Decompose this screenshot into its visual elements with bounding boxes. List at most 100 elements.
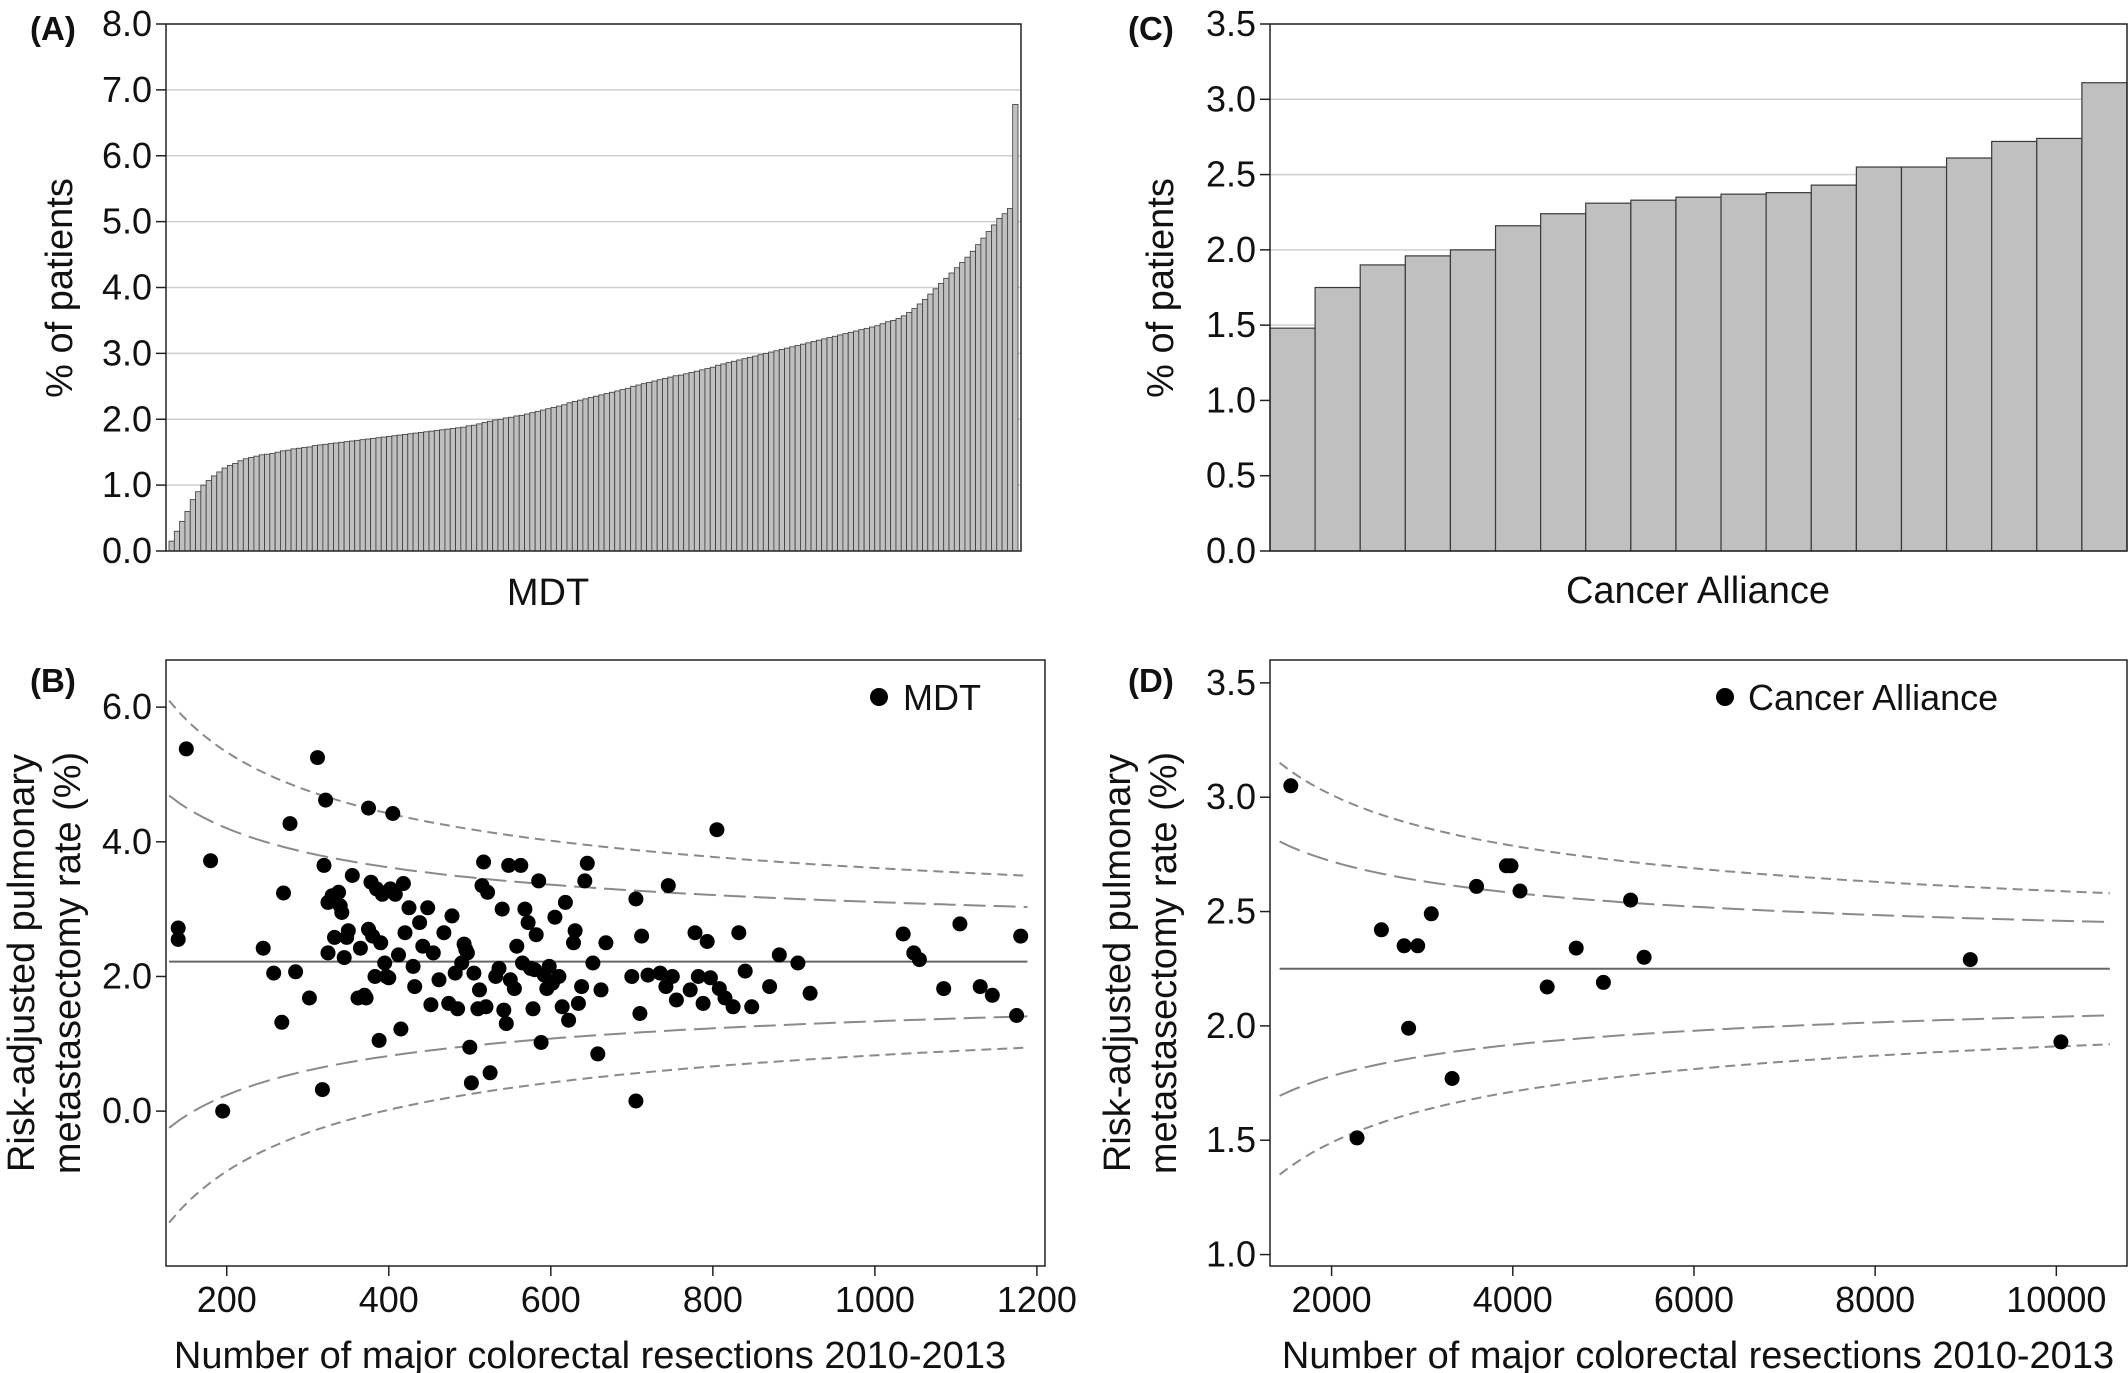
panel-a-bar <box>985 231 992 552</box>
panel-b-point <box>352 940 368 956</box>
panel-b-point <box>579 855 595 871</box>
panel-c-y-tick-label: 3.0 <box>1206 78 1256 119</box>
panel-a-bar <box>672 375 679 552</box>
panel-a-bar <box>386 435 393 552</box>
panel-d-y-axis-label-line2: metastasectomy rate (%) <box>1143 752 1185 1174</box>
panel-b-point <box>1013 928 1029 944</box>
panel-b-point <box>459 945 475 961</box>
panel-a-bar <box>598 394 605 552</box>
panel-a-bar <box>1012 103 1019 552</box>
panel-d-lower-95-limit <box>1279 1014 2110 1097</box>
panel-b-point <box>501 857 517 873</box>
panel-b-point <box>401 900 417 916</box>
panel-a-y-tick-label: 8.0 <box>102 3 152 44</box>
panel-b-point <box>737 963 753 979</box>
panel-a-bar <box>784 347 791 552</box>
panel-d-x-tick-label: 10000 <box>2006 1279 2106 1320</box>
panel-a-bar <box>513 415 520 552</box>
panel-a-y-tick-label: 7.0 <box>102 69 152 110</box>
panel-a-bar <box>630 385 637 552</box>
panel-b-y-tick-label: 6.0 <box>102 686 152 727</box>
panel-d-point <box>1469 878 1484 894</box>
panel-d-point <box>1349 1130 1365 1146</box>
panel-a-bar <box>221 467 228 552</box>
panel-d-legend-text: Cancer Alliance <box>1748 677 1998 718</box>
panel-b-point <box>444 908 460 924</box>
panel-d-upper-998-limit <box>1279 762 2110 895</box>
panel-a-bar <box>778 349 785 552</box>
panel-a-bar <box>715 364 722 552</box>
panel-b-point <box>361 800 376 816</box>
panel-a-bar <box>354 439 361 552</box>
panel-b-point <box>387 886 403 902</box>
panel-a-bar <box>577 399 584 552</box>
panel-a-bar <box>821 338 828 552</box>
panel-a-bar <box>762 352 770 552</box>
panel-a-bar <box>391 435 398 552</box>
panel-b-x-tick-label: 600 <box>521 1279 581 1320</box>
panel-c-bar <box>1494 225 1542 552</box>
panel-a-bar <box>789 346 796 552</box>
panel-a-bar <box>720 363 727 552</box>
panel-a-bar <box>338 441 345 552</box>
panel-b-point <box>412 915 428 931</box>
panel-b-point <box>170 920 186 936</box>
panel-a-bar <box>571 401 578 552</box>
panel-a-bar <box>964 256 971 552</box>
panel-b-point <box>682 982 698 998</box>
panel-a-bar <box>603 393 610 552</box>
panel-a-bar <box>980 237 987 552</box>
panel-a-bar <box>460 426 467 552</box>
panel-a-bar <box>285 449 292 552</box>
panel-a-bar <box>486 420 494 552</box>
panel-a-bar <box>667 376 674 552</box>
panel-d-point <box>1444 1071 1460 1086</box>
panel-b-point <box>420 900 436 916</box>
panel-b-point <box>566 935 581 951</box>
panel-b-point <box>972 979 988 995</box>
panel-b-point <box>624 969 640 984</box>
panel-a-bar <box>566 402 573 552</box>
panel-a-bar <box>168 540 175 552</box>
panel-b-point <box>450 1001 466 1017</box>
panel-b-point <box>373 935 389 951</box>
panel-b-point <box>482 1065 498 1081</box>
panel-a-bar <box>736 359 743 552</box>
panel-a-bar <box>311 445 318 552</box>
panel-a-bar <box>922 298 929 552</box>
panel-a-bar <box>927 293 934 552</box>
panel-b-point <box>310 750 325 766</box>
panel-a-label: (A) <box>30 10 76 47</box>
panel-a-bar <box>646 381 653 552</box>
panel-b-point <box>436 925 452 941</box>
panel-a-bar <box>264 453 271 552</box>
panel-b-lower-95-limit <box>168 1015 1028 1129</box>
panel-d-y-tick-label: 1.0 <box>1206 1234 1256 1275</box>
panel-c-bar <box>2081 82 2128 552</box>
panel-b-point <box>381 970 397 986</box>
panel-b-point <box>695 995 711 1011</box>
panel-b-x-ticks: 200 400 600 800 1000 1200 <box>197 1266 1077 1320</box>
panel-b-point <box>771 947 787 963</box>
panel-a-bar <box>274 451 281 552</box>
panel-a-bar <box>884 321 892 552</box>
panel-b-point <box>391 947 406 963</box>
panel-a-bar <box>683 373 690 552</box>
panel-c-bar <box>1991 140 2038 552</box>
panel-b-point <box>1009 1008 1025 1023</box>
panel-b-point <box>725 999 741 1015</box>
panel-a-bar <box>449 428 456 552</box>
panel-a-bar <box>953 267 961 552</box>
panel-a-bar <box>969 250 976 552</box>
panel-c-bar <box>1855 166 1903 552</box>
panel-b-point <box>551 969 567 984</box>
panel-b-point <box>590 1046 606 1062</box>
panel-d-point <box>1636 949 1652 965</box>
panel-a-bar <box>752 355 759 552</box>
panel-a-bar <box>402 433 409 552</box>
panel-a-bar <box>656 379 663 552</box>
panel-b-point <box>397 925 413 941</box>
panel-a-bar <box>662 378 669 552</box>
panel-b-point <box>744 999 760 1015</box>
panel-b-point <box>790 955 806 971</box>
